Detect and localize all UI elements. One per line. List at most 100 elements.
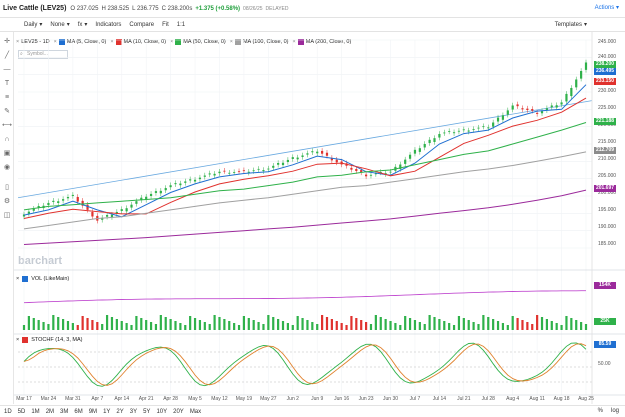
ratio-button[interactable]: 1:1 — [176, 21, 186, 28]
chevron-down-icon: ▾ — [583, 22, 587, 28]
trendline-icon[interactable]: ╱ — [4, 52, 10, 59]
range-max[interactable]: Max — [189, 408, 202, 415]
volume-label[interactable]: VOL (LikeMain) — [31, 276, 70, 282]
range-2m[interactable]: 2M — [45, 408, 55, 415]
volume-bar — [189, 316, 192, 330]
percent-toggle[interactable]: % — [597, 408, 603, 414]
fit-button[interactable]: Fit — [162, 21, 169, 28]
volume-bar — [477, 324, 480, 330]
overlay-dropdown[interactable]: None ▾ — [50, 21, 70, 29]
range-1d[interactable]: 1D — [4, 408, 12, 415]
brush-icon[interactable]: ✎ — [4, 108, 10, 115]
range-10y[interactable]: 10Y — [156, 408, 168, 415]
horizontal-line-icon[interactable]: — — [3, 65, 11, 73]
trendline[interactable] — [17, 100, 593, 199]
volume-bar — [291, 325, 294, 330]
range-9m[interactable]: 9M — [88, 408, 98, 415]
candle-body — [22, 214, 26, 217]
lock-icon[interactable]: ▣ — [3, 150, 11, 157]
range-5y[interactable]: 5Y — [143, 408, 151, 415]
indicators-button[interactable]: Indicators — [95, 21, 122, 28]
price-axis-label: 210.000 — [598, 156, 617, 162]
crosshair-icon[interactable]: ✛ — [4, 38, 10, 45]
ma50-line[interactable] — [23, 122, 587, 211]
price-axis-label: 185.000 — [598, 241, 617, 247]
legend-ma5[interactable]: × MA (5, Close, 0) — [53, 39, 107, 45]
close-icon[interactable]: × — [110, 39, 114, 45]
volume-bar — [71, 323, 74, 330]
range-20y[interactable]: 20Y — [173, 408, 184, 415]
chevron-down-icon: ▾ — [84, 22, 88, 28]
volume-bar — [516, 318, 519, 330]
date-axis-label: Jun 2 — [286, 396, 299, 402]
range-6m[interactable]: 6M — [74, 408, 83, 415]
close-icon[interactable]: × — [16, 276, 20, 282]
range-2y[interactable]: 2Y — [116, 408, 124, 415]
volume-bar — [277, 319, 280, 330]
volume-bar — [237, 325, 241, 330]
close-icon[interactable]: × — [292, 39, 296, 45]
close-icon[interactable]: × — [16, 337, 20, 343]
volume-bar — [296, 316, 299, 330]
date-axis-label: Aug 25 — [578, 396, 594, 402]
candle-body — [120, 209, 123, 211]
actions-menu[interactable]: Actions ▾ — [594, 5, 619, 11]
volume-bar — [233, 323, 236, 330]
ma5-line[interactable] — [23, 84, 587, 218]
volume-bar — [164, 317, 167, 330]
log-toggle[interactable]: log — [610, 408, 619, 414]
volume-bar — [135, 316, 138, 330]
chevron-down-icon: ▾ — [39, 22, 43, 28]
color-swatch — [115, 39, 122, 45]
interval-dropdown[interactable]: Daily ▾ — [24, 21, 43, 29]
range-3m[interactable]: 3M — [60, 408, 69, 415]
candle-body — [364, 174, 368, 177]
ma10-line[interactable] — [23, 97, 587, 219]
candle-body — [135, 201, 138, 204]
range-1y[interactable]: 1Y — [103, 408, 111, 415]
high-value: H 238.525 — [101, 5, 130, 12]
volume-bar — [399, 325, 402, 330]
legend-symbol[interactable]: × LEV25 - 1D — [16, 39, 50, 45]
compare-button[interactable]: Compare — [129, 21, 155, 28]
functions-dropdown[interactable]: fx ▾ — [77, 21, 88, 29]
range-1m[interactable]: 1M — [31, 408, 40, 415]
volume-bar — [213, 315, 216, 330]
candle-body — [477, 127, 480, 129]
volume-bar — [511, 316, 514, 330]
volume-bar — [321, 315, 324, 330]
close-icon[interactable]: × — [170, 39, 174, 45]
stoch-k-line — [23, 342, 587, 387]
settings-icon[interactable]: ⚙ — [3, 198, 11, 205]
ma100-line[interactable] — [23, 151, 587, 230]
trash-icon[interactable]: ▯ — [5, 184, 9, 191]
magnet-icon[interactable]: ∩ — [4, 135, 10, 143]
close-icon[interactable]: × — [53, 39, 57, 45]
legend-ma100[interactable]: × MA (100, Close, 0) — [229, 39, 289, 45]
date-axis-label: Jul 21 — [457, 396, 471, 402]
volume-bar — [154, 324, 158, 330]
symbol-title[interactable]: Live Cattle (LEV25) — [3, 5, 67, 12]
range-5d[interactable]: 5D — [17, 408, 26, 415]
candle-body — [71, 194, 74, 196]
legend-ma10[interactable]: × MA (10, Close, 0) — [110, 39, 167, 45]
legend-ma200[interactable]: × MA (200, Close, 0) — [292, 39, 352, 45]
stoch-label[interactable]: STOCHF (14, 3, MA) — [31, 337, 83, 343]
range-3y[interactable]: 3Y — [129, 408, 138, 415]
close-icon[interactable]: × — [229, 39, 233, 45]
text-icon[interactable]: T — [4, 79, 10, 87]
close-icon[interactable]: × — [16, 39, 20, 45]
date-axis-label: May 5 — [188, 396, 202, 402]
eye-icon[interactable]: ◉ — [3, 164, 11, 171]
symbol-search-input[interactable]: ⌕ Symbol... — [18, 50, 68, 59]
candle-body — [531, 109, 534, 111]
fib-icon[interactable]: ≡ — [4, 93, 10, 101]
templates-dropdown[interactable]: Templates ▾ — [554, 21, 587, 29]
ma200-line[interactable] — [23, 189, 587, 245]
volume-bar — [423, 324, 426, 330]
legend-ma50[interactable]: × MA (50, Close, 0) — [170, 39, 226, 45]
layers-icon[interactable]: ◫ — [3, 212, 11, 219]
measure-icon[interactable]: ⟷ — [1, 122, 13, 129]
price-axis-label: 245.000 — [598, 39, 617, 45]
